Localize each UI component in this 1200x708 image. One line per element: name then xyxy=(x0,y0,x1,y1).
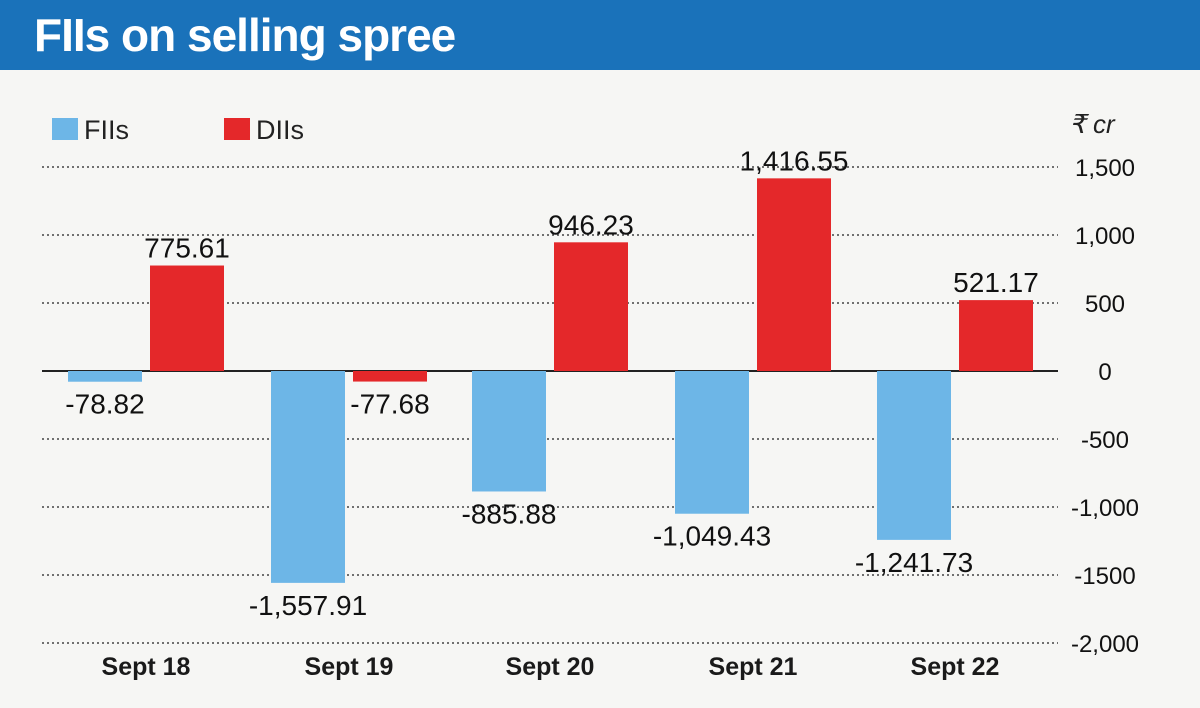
legend-label-fiis: FIIs xyxy=(84,115,129,145)
data-label-fiis: -1,049.43 xyxy=(653,521,771,552)
bar-fiis xyxy=(675,371,749,514)
bar-fiis xyxy=(472,371,546,492)
y-tick-label: -1500 xyxy=(1074,563,1135,590)
data-label-diis: 946.23 xyxy=(548,209,634,240)
bar-diis xyxy=(757,178,831,371)
bar-diis xyxy=(150,265,224,371)
y-axis-unit: ₹ cr xyxy=(1069,109,1116,139)
y-tick-label: 1,500 xyxy=(1075,155,1135,182)
data-label-diis: -77.68 xyxy=(350,389,429,420)
x-category-label: Sept 18 xyxy=(102,653,191,681)
bar-diis xyxy=(353,371,427,382)
y-tick-label: -1,000 xyxy=(1071,495,1139,522)
legend-swatch-diis xyxy=(224,118,250,140)
bar-fiis xyxy=(271,371,345,583)
data-label-fiis: -885.88 xyxy=(462,498,557,529)
data-label-diis: 1,416.55 xyxy=(740,145,849,176)
data-label-fiis: -1,241.73 xyxy=(855,547,973,578)
bar-fiis xyxy=(68,371,142,382)
x-category-label: Sept 22 xyxy=(911,653,1000,681)
data-label-diis: 775.61 xyxy=(144,233,230,264)
bar-fiis xyxy=(877,371,951,540)
y-tick-label: 1,000 xyxy=(1075,223,1135,250)
bar-diis xyxy=(554,242,628,371)
x-category-label: Sept 19 xyxy=(305,653,394,681)
y-tick-label: 0 xyxy=(1098,359,1111,386)
title-bar: FIIs on selling spree xyxy=(0,0,1200,70)
y-tick-label: -2,000 xyxy=(1071,631,1139,658)
data-label-fiis: -78.82 xyxy=(65,389,144,420)
x-category-label: Sept 20 xyxy=(506,653,595,681)
chart-title: FIIs on selling spree xyxy=(34,9,456,61)
data-label-fiis: -1,557.91 xyxy=(249,590,367,621)
legend-swatch-fiis xyxy=(52,118,78,140)
y-tick-label: 500 xyxy=(1085,291,1125,318)
x-category-label: Sept 21 xyxy=(709,653,798,681)
bar-diis xyxy=(959,300,1033,371)
y-tick-label: -500 xyxy=(1081,427,1129,454)
legend-label-diis: DIIs xyxy=(256,115,304,145)
data-label-diis: 521.17 xyxy=(953,267,1039,298)
